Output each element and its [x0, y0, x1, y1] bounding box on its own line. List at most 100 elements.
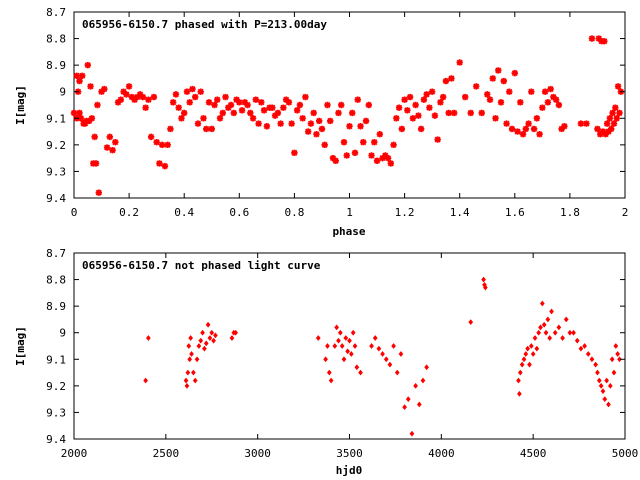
data-point — [354, 364, 360, 371]
y-tick-label: 8.9 — [46, 59, 66, 72]
data-point — [203, 125, 210, 133]
data-point — [536, 329, 542, 336]
data-point — [282, 96, 290, 103]
data-point — [77, 115, 85, 122]
data-point — [255, 120, 262, 127]
data-point — [609, 356, 615, 363]
data-point — [404, 107, 411, 114]
data-point — [372, 335, 378, 342]
data-point — [192, 377, 198, 384]
data-point — [310, 109, 317, 117]
data-point — [336, 337, 341, 344]
data-point — [567, 329, 573, 336]
data-point — [538, 324, 543, 331]
x-tick-label: 2500 — [153, 447, 180, 460]
data-point — [186, 99, 193, 106]
data-point — [120, 88, 127, 95]
data-point — [525, 345, 531, 352]
data-point — [238, 107, 246, 114]
data-point — [145, 96, 152, 103]
data-point — [583, 120, 590, 127]
data-point — [395, 104, 403, 111]
data-point — [420, 96, 428, 103]
data-point — [211, 101, 218, 109]
data-point — [233, 96, 240, 103]
data-point — [263, 123, 271, 130]
data-point — [200, 115, 207, 122]
data-point — [184, 382, 190, 389]
data-point — [181, 109, 188, 117]
data-point — [387, 361, 393, 368]
data-point — [307, 120, 315, 127]
data-point — [153, 139, 160, 146]
data-point — [88, 115, 96, 122]
data-point — [521, 356, 527, 363]
data-point — [514, 128, 521, 135]
x-tick-label: 1.2 — [395, 206, 415, 219]
data-point — [558, 125, 565, 133]
x-tick-label: 1.8 — [560, 206, 580, 219]
data-point — [318, 125, 326, 133]
data-point — [594, 125, 601, 133]
data-point — [409, 115, 417, 122]
data-point — [541, 321, 547, 328]
data-point — [325, 342, 330, 350]
data-point — [398, 350, 404, 357]
data-point — [260, 107, 268, 114]
data-point — [517, 99, 524, 106]
data-point — [578, 345, 584, 352]
data-point — [213, 332, 218, 339]
data-points — [143, 276, 622, 437]
data-point — [394, 369, 400, 376]
data-point — [617, 356, 622, 363]
data-point — [343, 152, 350, 159]
data-point — [605, 128, 612, 135]
data-point — [486, 96, 494, 103]
data-point — [544, 99, 552, 106]
data-point — [70, 109, 78, 117]
data-point — [528, 88, 535, 95]
data-point — [304, 128, 312, 135]
data-point — [555, 101, 563, 109]
data-point — [85, 117, 93, 125]
data-point — [484, 91, 491, 98]
data-point — [296, 101, 304, 109]
data-point — [431, 112, 439, 119]
data-point — [530, 125, 538, 133]
data-point — [186, 342, 192, 350]
data-point — [285, 99, 293, 106]
data-point — [101, 85, 108, 93]
data-point — [323, 356, 329, 363]
data-point — [338, 101, 345, 109]
data-point — [277, 120, 284, 127]
data-point — [187, 356, 193, 363]
data-point — [495, 67, 502, 74]
data-point — [522, 125, 530, 133]
data-point — [192, 93, 199, 101]
data-point — [613, 115, 620, 122]
data-point — [194, 356, 200, 363]
data-point — [98, 88, 105, 95]
data-point — [534, 345, 540, 352]
data-point — [560, 335, 565, 342]
data-point — [595, 35, 603, 42]
data-point — [415, 112, 422, 119]
data-point — [324, 101, 331, 109]
data-point — [516, 377, 521, 384]
y-axis-ticks: 8.7 8.8 8.9 9 9.1 9.2 9.3 9.4 — [46, 247, 625, 446]
y-tick-label: 9 — [59, 327, 66, 340]
data-point — [340, 139, 348, 146]
data-point — [293, 107, 301, 114]
data-point — [420, 377, 426, 384]
x-tick-label: 4500 — [520, 447, 547, 460]
y-axis-ticks: 8.7 8.8 8.9 9 9.1 9.2 9.3 9.4 — [46, 6, 625, 205]
x-tick-label: 4000 — [428, 447, 455, 460]
data-point — [335, 109, 342, 117]
data-point — [332, 157, 339, 164]
x-tick-label: 1.6 — [505, 206, 525, 219]
data-point — [547, 335, 553, 342]
data-point — [393, 115, 400, 122]
y-axis-label: I[mag] — [14, 326, 27, 366]
data-point — [450, 109, 458, 117]
data-point — [158, 141, 166, 149]
